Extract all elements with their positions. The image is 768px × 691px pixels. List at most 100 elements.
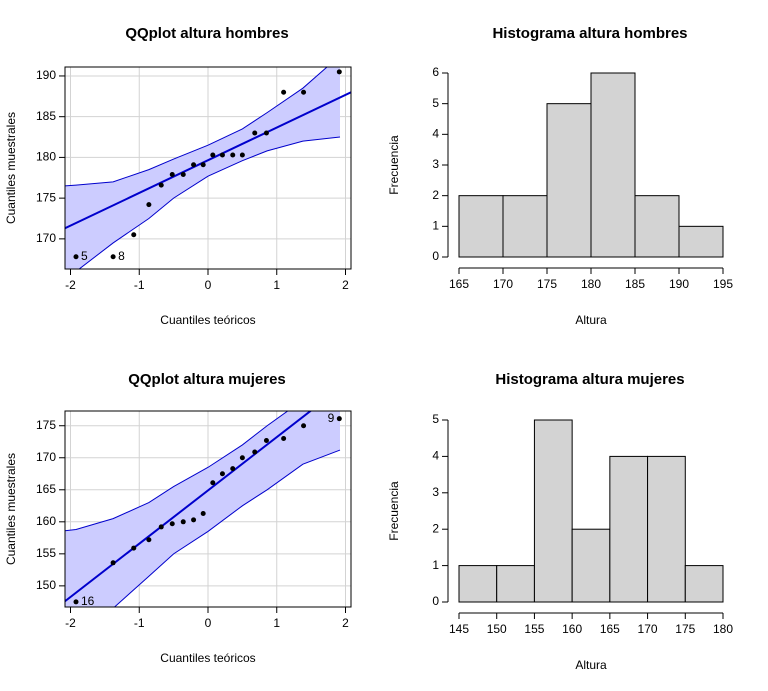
point	[336, 416, 342, 422]
point	[180, 172, 186, 178]
bar	[458, 565, 498, 603]
point	[73, 599, 79, 605]
point	[301, 423, 307, 429]
reference-line	[65, 91, 351, 230]
bar	[647, 455, 686, 603]
panel: Histograma altura hombres Altura Frecuenci…	[387, 25, 733, 327]
point	[219, 471, 225, 477]
point	[210, 152, 216, 158]
point	[239, 152, 245, 158]
y-tick-label: 170	[36, 231, 56, 245]
y-axis-label: Frecuencia	[387, 481, 401, 541]
x-tick-label: 175	[675, 622, 695, 636]
bar	[678, 225, 724, 258]
y-tick-label: 3	[432, 157, 439, 171]
point	[230, 152, 236, 158]
x-tick-label: 175	[537, 277, 557, 291]
y-tick-label: 1	[432, 558, 439, 572]
y-axis-label: Frecuencia	[387, 135, 401, 195]
point	[146, 537, 152, 543]
band-lower	[113, 449, 341, 607]
y-tick-label: 0	[432, 594, 439, 608]
x-tick-label: 170	[493, 277, 513, 291]
point	[263, 130, 269, 136]
y-tick-label: 180	[36, 150, 56, 164]
y-axis-label: Cuantiles muestrales	[4, 453, 18, 565]
bar	[684, 565, 724, 603]
y-tick-label: 3	[432, 485, 439, 499]
point	[110, 254, 116, 260]
bar	[496, 565, 535, 603]
point	[281, 436, 287, 442]
x-tick-label: 0	[205, 278, 212, 292]
y-tick-label: 4	[432, 127, 439, 141]
bar	[590, 72, 636, 258]
x-tick-label: 185	[625, 277, 645, 291]
y-axis-label: Cuantiles muestrales	[4, 112, 18, 224]
x-tick-label: 180	[713, 622, 733, 636]
point	[191, 517, 197, 523]
point-label: 16	[81, 594, 95, 608]
point-label: 8	[118, 249, 125, 263]
x-axis-label: Altura	[575, 313, 607, 327]
point	[252, 130, 258, 136]
point	[169, 521, 175, 527]
x-tick-label: 180	[581, 277, 601, 291]
confidence-band	[65, 411, 340, 607]
chart-title: QQplot altura mujeres	[128, 371, 286, 388]
x-axis-label: Cuantiles teóricos	[160, 313, 255, 327]
bar	[533, 419, 573, 603]
x-tick-label: 1	[273, 616, 280, 630]
point	[131, 232, 137, 238]
plot-frame	[64, 66, 352, 270]
point	[146, 202, 152, 208]
plot-frame	[64, 410, 352, 608]
band-upper	[65, 67, 328, 187]
y-tick-label: 2	[432, 188, 439, 202]
x-tick-label: 165	[449, 277, 469, 291]
point	[219, 152, 225, 158]
bar	[609, 455, 649, 603]
y-tick-label: 4	[432, 449, 439, 463]
plot-area	[65, 67, 351, 269]
y-tick-label: 5	[432, 412, 439, 426]
point	[230, 466, 236, 472]
y-tick-label: 175	[36, 190, 56, 204]
point	[180, 519, 186, 525]
y-tick-label: 185	[36, 109, 56, 123]
chart-title: QQplot altura hombres	[125, 25, 288, 42]
y-tick-label: 170	[36, 450, 56, 464]
point	[336, 69, 342, 75]
band-upper	[65, 411, 289, 532]
x-tick-label: 2	[342, 616, 349, 630]
point	[169, 172, 175, 178]
point	[158, 182, 164, 188]
x-tick-label: 195	[713, 277, 733, 291]
x-tick-label: 160	[562, 622, 582, 636]
point	[110, 560, 116, 566]
x-tick-label: 170	[638, 622, 658, 636]
y-tick-label: 160	[36, 514, 56, 528]
x-axis-label: Cuantiles teóricos	[160, 651, 255, 665]
x-tick-label: -1	[134, 616, 145, 630]
x-tick-label: 1	[273, 278, 280, 292]
bar	[502, 195, 548, 258]
confidence-band	[65, 67, 340, 269]
point	[191, 162, 197, 168]
point	[158, 524, 164, 530]
point	[210, 480, 216, 486]
bar	[634, 195, 680, 258]
x-tick-label: 150	[487, 622, 507, 636]
y-tick-label: 2	[432, 521, 439, 535]
chart-title: Histograma altura hombres	[492, 25, 687, 42]
x-axis-label: Altura	[575, 658, 607, 672]
x-tick-label: -2	[65, 616, 76, 630]
y-tick-label: 1	[432, 219, 439, 233]
y-tick-label: 165	[36, 482, 56, 496]
point	[73, 254, 79, 260]
x-tick-label: 145	[449, 622, 469, 636]
point-label: 9	[328, 411, 335, 425]
y-tick-label: 6	[432, 65, 439, 79]
point	[200, 510, 206, 516]
x-tick-label: 155	[524, 622, 544, 636]
